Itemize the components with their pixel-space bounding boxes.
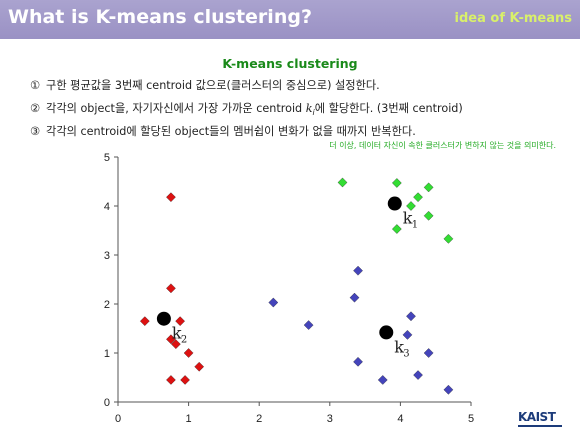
centroid-label-subscript: 1 [412,220,418,231]
step-list: ① 구한 평균값을 3번째 centroid 값으로(클러스터의 중심으로) 설정… [30,78,575,147]
data-point [139,316,150,327]
step-number: ② [30,102,41,115]
data-point [377,375,388,385]
y-tick-label: 2 [104,299,110,311]
data-point [268,297,279,308]
x-tick-label: 5 [468,413,474,425]
centroid-variable-subscript: i [312,108,315,118]
x-tick-label: 2 [256,413,262,425]
centroid-point [156,311,171,326]
centroid-label: k [172,324,182,343]
topic-label: idea of K-means [454,11,572,26]
header-bar: What is K-means clustering? idea of K-me… [0,0,580,39]
logo-text: KAIST [518,410,556,424]
step-text: 각각의 centroid에 할당된 object들의 멤버쉽이 변화가 없을 때… [46,125,416,138]
data-point [166,334,176,345]
centroid-label: k [403,209,413,228]
x-tick-label: 3 [327,413,333,425]
step-number: ① [30,79,41,92]
centroid-label: k [394,337,404,356]
y-tick-label: 0 [104,397,110,409]
step-text: 구한 평균값을 3번째 centroid 값으로(클러스터의 중심으로) 설정한… [46,79,380,92]
step-3-note: 더 이상, 데이터 자신이 속한 클러스터가 변하지 않는 것을 의미한다. [329,141,556,150]
data-point [406,311,416,322]
step-3: ③ 각각의 centroid에 할당된 object들의 멤버쉽이 변화가 없을 … [30,124,575,147]
x-tick-label: 4 [397,413,403,425]
x-tick-label: 1 [186,413,192,425]
data-point [194,361,205,372]
kaist-logo: KAIST [518,411,564,427]
data-point [413,192,423,203]
data-point [171,339,181,350]
x-tick-label: 0 [115,413,121,425]
step-1: ① 구한 평균값을 3번째 centroid 값으로(클러스터의 중심으로) 설정… [30,78,575,101]
data-point [303,320,314,330]
step-text-after: 에 할당한다. (3번째 centroid) [314,102,463,115]
data-point [423,348,434,358]
logo-underline [518,425,562,427]
data-point [443,384,454,395]
data-point [406,201,416,211]
data-point [423,182,434,193]
centroid-label-subscript: 2 [181,335,187,346]
centroid-point [379,325,394,340]
data-point [180,375,190,385]
data-point [183,348,194,358]
data-point [175,316,186,327]
slide-title: What is K-means clustering? [8,6,312,28]
data-point [166,375,176,385]
data-point [413,370,423,380]
data-point [166,283,176,294]
data-point [391,224,402,234]
data-point [423,210,434,221]
centroid-label-subscript: 3 [403,348,409,359]
data-point [402,329,413,340]
slide-subtitle: K-means clustering [222,56,358,71]
data-point [166,192,176,203]
data-point [353,356,363,367]
step-number: ③ [30,125,41,138]
y-tick-label: 1 [104,348,110,360]
data-point [443,233,454,244]
step-text: 각각의 object을, 자기자신에서 가장 가까운 centroid [46,102,306,115]
data-point [353,265,363,276]
data-point [391,178,402,188]
centroid-point [387,196,402,211]
y-tick-label: 5 [104,152,110,164]
data-point [349,292,360,303]
step-2: ② 각각의 object을, 자기자신에서 가장 가까운 centroid ki에… [30,101,575,124]
y-tick-label: 4 [104,201,110,213]
data-point [337,177,348,188]
centroid-variable: k [305,102,313,115]
y-tick-label: 3 [104,250,110,262]
